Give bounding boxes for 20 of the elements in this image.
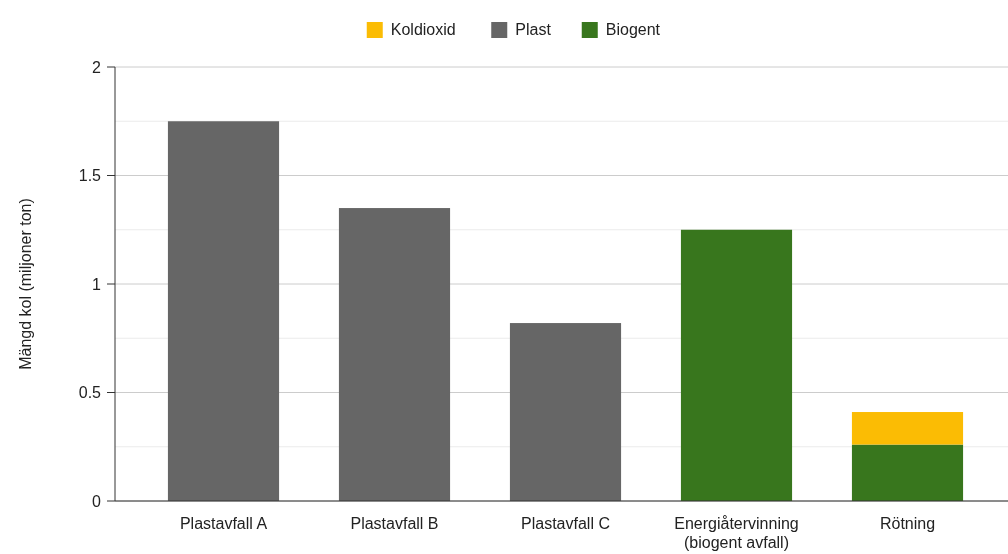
y-tick-label: 1.5 [78, 167, 102, 185]
y-tick-label: 1 [92, 275, 102, 293]
x-tick-label: Plastavfall A [179, 515, 268, 532]
bar [851, 412, 964, 445]
bar [851, 444, 964, 501]
x-tick-label: Plastavfall B [350, 515, 439, 532]
x-tick-label: Energiåtervinning (biogent avfall) [674, 515, 799, 551]
y-axis-title: Mängd kol (miljoner ton) [17, 198, 34, 370]
x-tick-label: Rötning [879, 515, 936, 532]
y-tick-label: 0.5 [78, 384, 102, 402]
bar [680, 229, 793, 501]
y-tick-label: 2 [92, 58, 102, 76]
bar [167, 121, 280, 501]
legend-label: Biogent [605, 21, 661, 38]
bar [509, 323, 622, 501]
y-tick-label: 0 [92, 492, 102, 510]
legend-label: Koldioxid [390, 21, 456, 38]
legend-label: Plast [515, 21, 552, 38]
bar [338, 208, 451, 501]
x-tick-label: Plastavfall C [521, 515, 610, 532]
